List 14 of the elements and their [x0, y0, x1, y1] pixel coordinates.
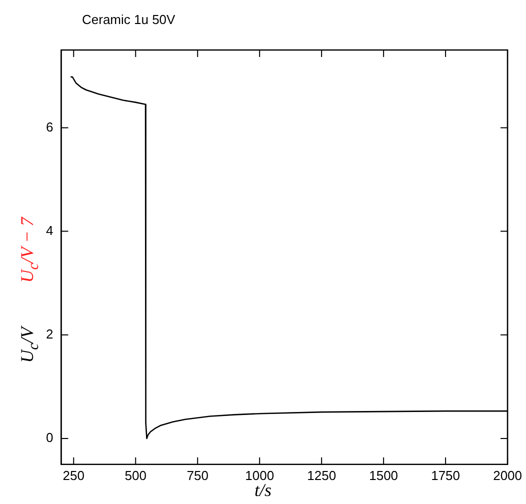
x-tick-label: 1750 — [431, 468, 460, 483]
x-tick-label: 750 — [186, 468, 208, 483]
x-tick-label: 1250 — [307, 468, 336, 483]
x-tick-label: 250 — [62, 468, 84, 483]
x-tick-label: 1000 — [245, 468, 274, 483]
y-tick-label: 2 — [46, 326, 54, 342]
x-tick-label: 1500 — [369, 468, 398, 483]
x-tick-label: 2000 — [493, 468, 522, 483]
x-axis-title: t/s — [254, 480, 272, 500]
chart-title: Ceramic 1u 50V — [82, 12, 176, 27]
x-tick-label: 500 — [124, 468, 146, 483]
y-tick-label: 6 — [46, 119, 54, 134]
y-tick-label: 0 — [46, 430, 54, 446]
y-tick-label: 4 — [46, 222, 54, 238]
